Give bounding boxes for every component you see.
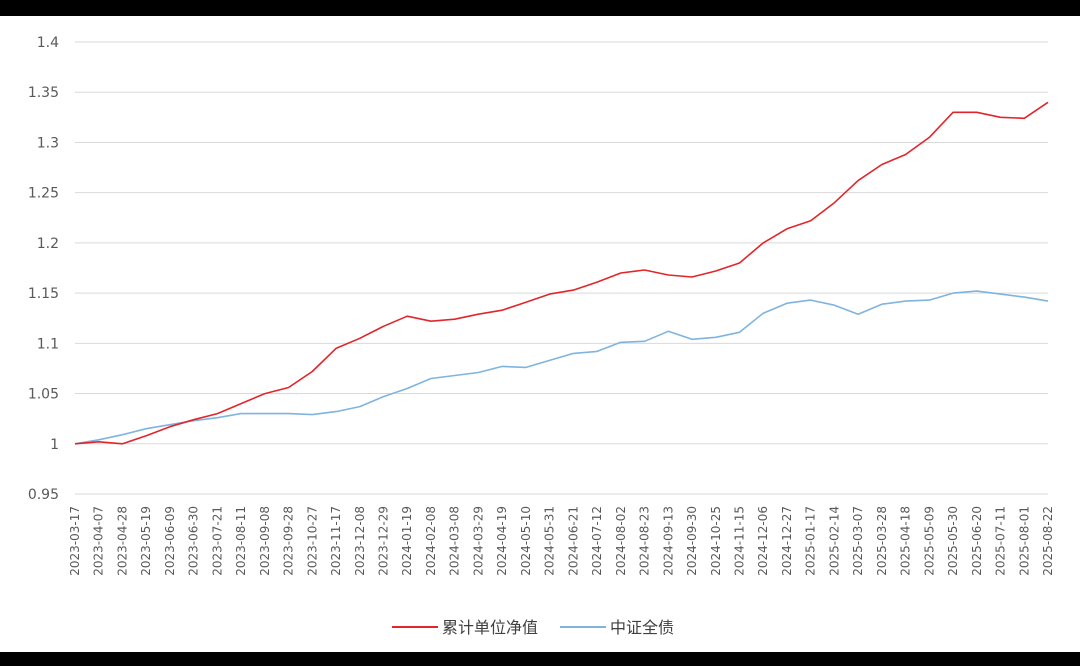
x-tick-label: 2023-10-27: [305, 506, 319, 576]
x-tick-label: 2025-08-01: [1017, 506, 1031, 576]
x-tick-label: 2023-04-28: [115, 506, 129, 576]
series-lines: [74, 101, 1049, 445]
x-tick-label: 2024-01-19: [400, 506, 414, 576]
x-tick-label: 2024-04-19: [495, 506, 509, 576]
x-tick-label: 2024-06-21: [566, 506, 580, 576]
y-tick-label: 1.15: [28, 286, 59, 302]
x-tick-label: 2023-09-28: [282, 506, 296, 576]
y-tick-label: 1.1: [37, 336, 59, 352]
x-tick-label: 2025-03-07: [851, 506, 865, 576]
x-axis-ticks: 2023-03-17 2023-04-07 2023-04-28 2023-05-19…: [68, 506, 1055, 576]
line-chart: 0.95 1 1.05 1.1 1.15 1.2 1.25 1.3 1.35 1.4 2023-0…: [28, 35, 1055, 637]
y-tick-label: 1: [50, 437, 59, 453]
x-tick-label: 2024-09-30: [685, 506, 699, 576]
x-tick-label: 2024-05-10: [519, 506, 533, 576]
y-tick-label: 1.2: [37, 236, 59, 252]
x-tick-label: 2025-03-28: [875, 506, 889, 576]
x-tick-label: 2024-02-08: [424, 506, 438, 576]
y-tick-label: 1.05: [28, 387, 59, 403]
legend: 累计单位净值 中证全债: [392, 618, 674, 637]
grid-lines: [75, 41, 1048, 495]
y-tick-label: 1.3: [37, 135, 59, 151]
x-tick-label: 2024-07-12: [590, 506, 604, 576]
x-tick-label: 2023-05-19: [139, 506, 153, 576]
x-tick-label: 2024-08-23: [638, 506, 652, 576]
x-tick-label: 2024-11-15: [732, 506, 746, 576]
legend-label: 累计单位净值: [442, 618, 538, 637]
x-tick-label: 2024-09-13: [661, 506, 675, 576]
x-tick-label: 2025-05-30: [946, 506, 960, 576]
x-tick-label: 2024-12-06: [756, 506, 770, 576]
x-tick-label: 2025-08-22: [1041, 506, 1055, 576]
x-tick-label: 2023-07-21: [210, 506, 224, 576]
x-tick-label: 2025-01-17: [804, 506, 818, 576]
x-tick-label: 2023-04-07: [92, 506, 106, 576]
y-tick-label: 0.95: [28, 487, 59, 503]
x-tick-label: 2024-10-25: [709, 506, 723, 576]
legend-label: 中证全债: [610, 618, 674, 637]
y-tick-label: 1.4: [37, 35, 59, 51]
x-tick-label: 2023-06-30: [187, 506, 201, 576]
x-tick-label: 2023-12-08: [353, 506, 367, 576]
x-tick-label: 2023-03-17: [68, 506, 82, 576]
x-tick-label: 2025-05-09: [922, 506, 936, 576]
x-tick-label: 2023-08-11: [234, 506, 248, 576]
x-tick-label: 2023-09-08: [258, 506, 272, 576]
x-tick-label: 2025-02-14: [827, 506, 841, 576]
series-line: [74, 290, 1049, 445]
chart-frame: 0.95 1 1.05 1.1 1.15 1.2 1.25 1.3 1.35 1.4 2023-0…: [0, 16, 1080, 652]
x-tick-label: 2024-08-02: [614, 506, 628, 576]
x-tick-label: 2025-06-20: [970, 506, 984, 576]
y-tick-label: 1.25: [28, 186, 59, 202]
x-tick-label: 2024-12-27: [780, 506, 794, 576]
y-axis-ticks: 0.95 1 1.05 1.1 1.15 1.2 1.25 1.3 1.35 1.4: [28, 35, 59, 503]
x-tick-label: 2023-11-17: [329, 506, 343, 576]
x-tick-label: 2025-04-18: [899, 506, 913, 576]
y-tick-label: 1.35: [28, 85, 59, 101]
x-tick-label: 2023-12-29: [377, 506, 391, 576]
x-tick-label: 2025-07-11: [994, 506, 1008, 576]
x-tick-label: 2024-05-31: [543, 506, 557, 576]
x-tick-label: 2023-06-09: [163, 506, 177, 576]
series-line: [74, 101, 1049, 445]
x-tick-label: 2024-03-29: [471, 506, 485, 576]
x-tick-label: 2024-03-08: [448, 506, 462, 576]
